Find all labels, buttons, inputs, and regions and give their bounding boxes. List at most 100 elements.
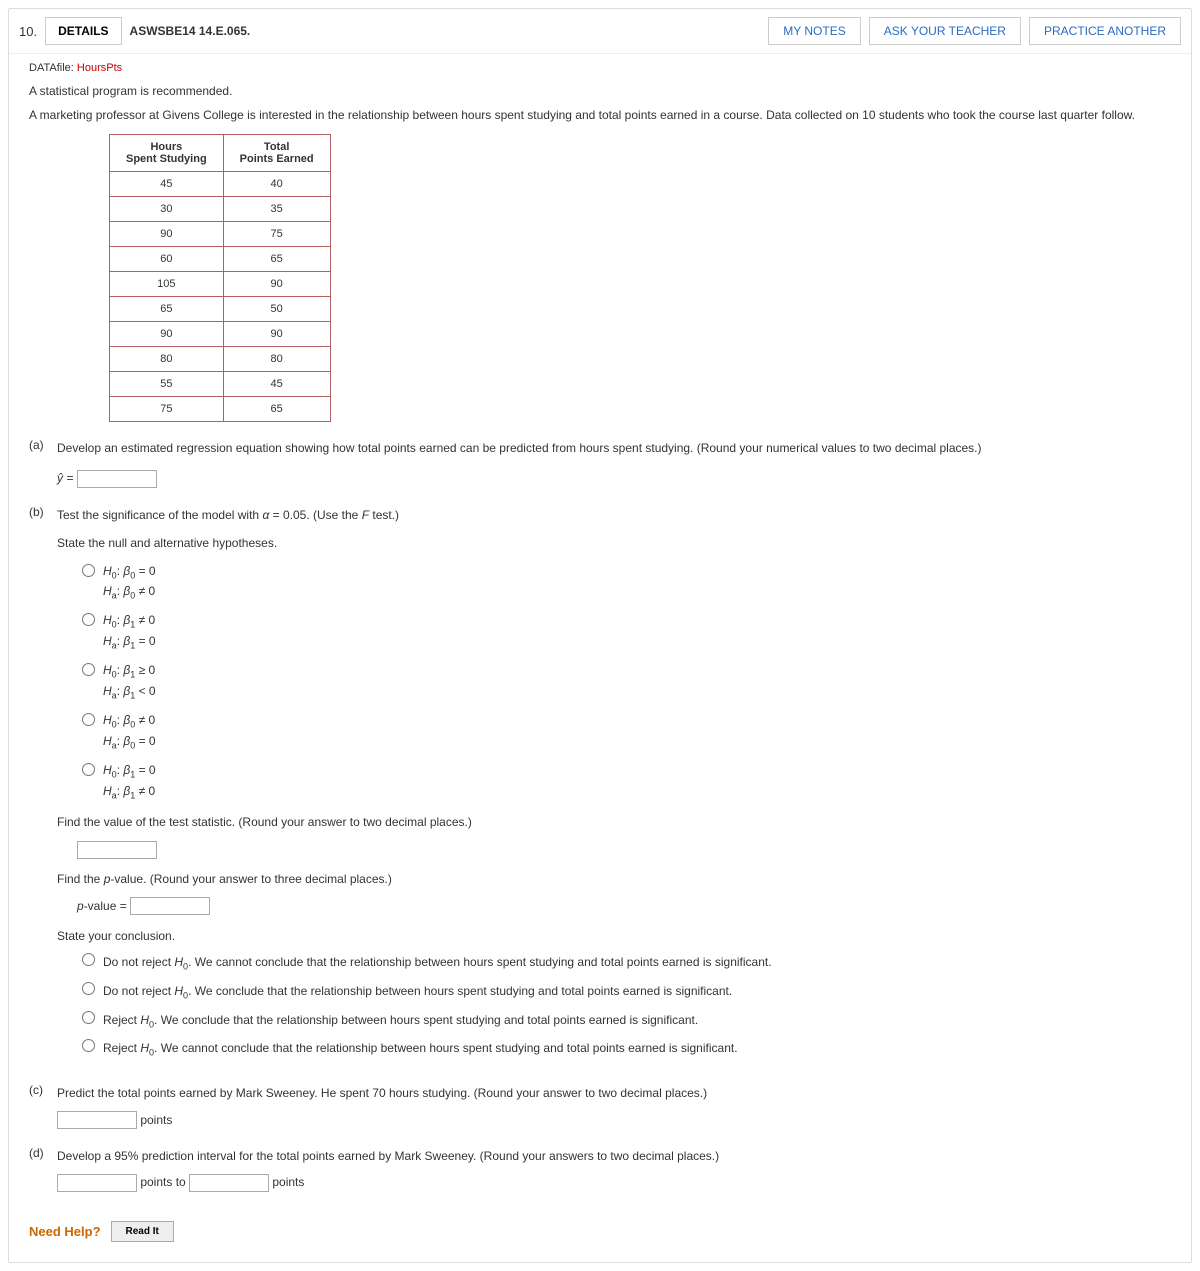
table-cell: 55 [110,372,224,397]
points-to: points to [137,1175,189,1189]
ask-teacher-button[interactable]: ASK YOUR TEACHER [869,17,1021,45]
table-row: 10590 [110,272,331,297]
conclusion-radio-2[interactable] [82,982,95,995]
datafile-line: DATAfile: HoursPts [29,62,1171,74]
hyp-option-2[interactable]: H0: β1 ≠ 0 Ha: β1 = 0 [77,611,1171,653]
conclusion-3[interactable]: Reject H0. We conclude that the relation… [77,1010,1171,1033]
yhat-row: ŷ = [57,468,1171,488]
hyp3-ha: Ha: β1 < 0 [103,682,156,703]
data-table: Hours Spent Studying Total Points Earned… [109,134,331,422]
table-cell: 65 [223,397,330,422]
datafile-prefix: DATAfile: [29,62,77,74]
state-conclusion: State your conclusion. [57,926,1171,946]
table-cell: 75 [110,397,224,422]
table-cell: 35 [223,197,330,222]
table-cell: 65 [110,297,224,322]
part-d-text: Develop a 95% prediction interval for th… [57,1146,1171,1166]
table-cell: 40 [223,172,330,197]
conclusion-text-2: Do not reject H0. We conclude that the r… [103,981,732,1004]
conclusion-1[interactable]: Do not reject H0. We cannot conclude tha… [77,952,1171,975]
intro-2: A marketing professor at Givens College … [29,108,1171,122]
table-cell: 80 [110,347,224,372]
header-actions: MY NOTES ASK YOUR TEACHER PRACTICE ANOTH… [768,17,1181,45]
hyp2-ha: Ha: β1 = 0 [103,632,156,653]
table-row: 8080 [110,347,331,372]
table-cell: 80 [223,347,330,372]
question-header: 10. DETAILS ASWSBE14 14.E.065. MY NOTES … [9,9,1191,54]
part-a-label: (a) [29,438,57,489]
table-row: 3035 [110,197,331,222]
table-cell: 50 [223,297,330,322]
practice-another-button[interactable]: PRACTICE ANOTHER [1029,17,1181,45]
pvalue-prefix: p [77,899,84,913]
part-c-text: Predict the total points earned by Mark … [57,1083,1171,1103]
table-row: 6550 [110,297,331,322]
hyp3-h0: H0: β1 ≥ 0 [103,661,156,682]
table-cell: 90 [223,272,330,297]
yhat-input[interactable] [77,470,157,488]
hyp-option-3[interactable]: H0: β1 ≥ 0 Ha: β1 < 0 [77,661,1171,703]
hyp-radio-4[interactable] [82,713,95,726]
hyp1-h0: H0: β0 = 0 [103,562,156,583]
table-cell: 90 [110,322,224,347]
pvalue-input[interactable] [130,897,210,915]
table-cell: 75 [223,222,330,247]
table-cell: 65 [223,247,330,272]
part-a-text: Develop an estimated regression equation… [57,438,1171,458]
points-label-c: points [137,1113,172,1127]
hyp-radio-3[interactable] [82,663,95,676]
hyp-option-4[interactable]: H0: β0 ≠ 0 Ha: β0 = 0 [77,711,1171,753]
my-notes-button[interactable]: MY NOTES [768,17,860,45]
hyp-radio-2[interactable] [82,613,95,626]
question-content: DATAfile: HoursPts A statistical program… [9,54,1191,1262]
table-cell: 30 [110,197,224,222]
part-d: (d) Develop a 95% prediction interval fo… [29,1146,1171,1193]
find-pvalue-text: Find the p-value. (Round your answer to … [57,869,1171,889]
question-number: 10. [19,24,37,39]
table-row: 9075 [110,222,331,247]
conclusion-radio-4[interactable] [82,1039,95,1052]
need-help-row: Need Help? Read It [29,1221,1171,1242]
part-c-input[interactable] [57,1111,137,1129]
question-code: ASWSBE14 14.E.065. [130,24,251,38]
conclusion-4[interactable]: Reject H0. We cannot conclude that the r… [77,1038,1171,1061]
conclusion-text-1: Do not reject H0. We cannot conclude tha… [103,952,772,975]
part-b: (b) Test the significance of the model w… [29,505,1171,1067]
question-container: 10. DETAILS ASWSBE14 14.E.065. MY NOTES … [8,8,1192,1263]
table-cell: 105 [110,272,224,297]
part-d-input-high[interactable] [189,1174,269,1192]
hyp4-ha: Ha: β0 = 0 [103,732,156,753]
conclusion-radio-1[interactable] [82,953,95,966]
details-button[interactable]: DETAILS [45,17,121,45]
table-cell: 90 [223,322,330,347]
hyp-option-1[interactable]: H0: β0 = 0 Ha: β0 ≠ 0 [77,562,1171,604]
points-end: points [269,1175,304,1189]
yhat-prefix: ŷ = [57,471,77,485]
part-d-input-low[interactable] [57,1174,137,1192]
hyp5-h0: H0: β1 = 0 [103,761,156,782]
table-row: 6065 [110,247,331,272]
table-row: 5545 [110,372,331,397]
hyp-option-5[interactable]: H0: β1 = 0 Ha: β1 ≠ 0 [77,761,1171,803]
datafile-link[interactable]: HoursPts [77,62,122,74]
table-row: 7565 [110,397,331,422]
state-hyp: State the null and alternative hypothese… [57,533,1171,553]
part-d-label: (d) [29,1146,57,1193]
hyp4-h0: H0: β0 ≠ 0 [103,711,156,732]
conclusion-2[interactable]: Do not reject H0. We conclude that the r… [77,981,1171,1004]
conclusion-radio-3[interactable] [82,1011,95,1024]
intro-1: A statistical program is recommended. [29,84,1171,98]
hypothesis-options: H0: β0 = 0 Ha: β0 ≠ 0 H0: β1 ≠ 0 Ha: β1 … [57,562,1171,803]
hyp-radio-5[interactable] [82,763,95,776]
need-help-label: Need Help? [29,1224,101,1239]
pvalue-row: p-value = [77,896,1171,916]
hyp-radio-1[interactable] [82,564,95,577]
part-c-label: (c) [29,1083,57,1130]
part-c: (c) Predict the total points earned by M… [29,1083,1171,1130]
part-b-text: Test the significance of the model with … [57,505,1171,525]
test-stat-input[interactable] [77,841,157,859]
read-it-button[interactable]: Read It [111,1221,174,1242]
table-cell: 90 [110,222,224,247]
hyp1-ha: Ha: β0 ≠ 0 [103,582,156,603]
table-cell: 45 [110,172,224,197]
